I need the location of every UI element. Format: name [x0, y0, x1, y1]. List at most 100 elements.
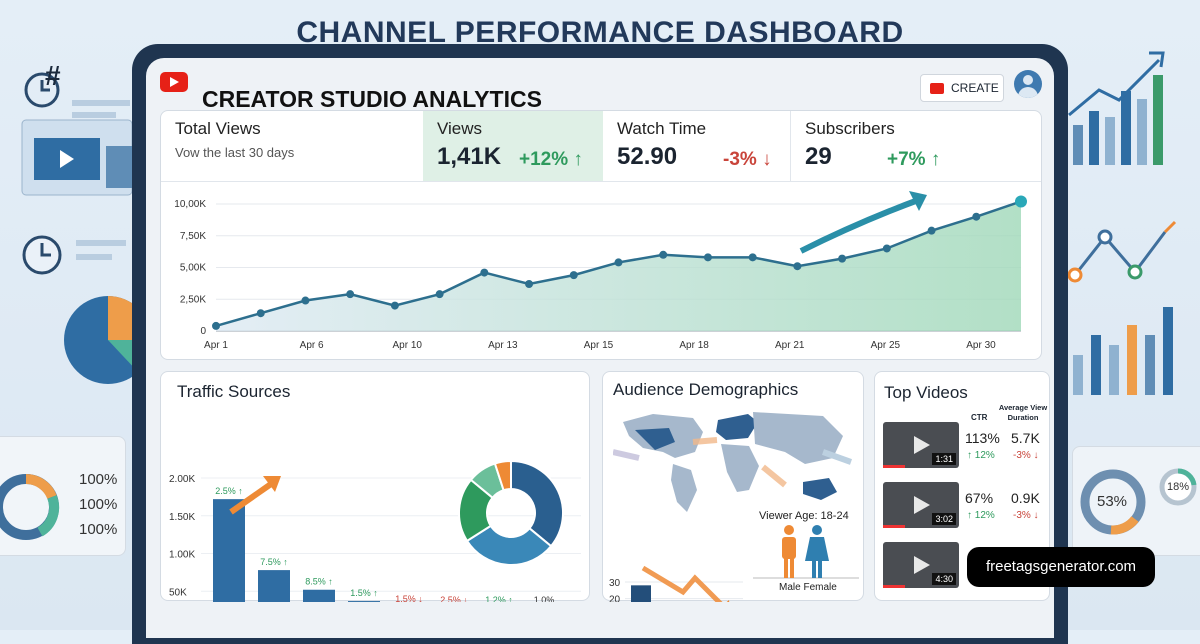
x-tick-label: Apr 18	[679, 340, 709, 351]
data-point	[793, 262, 802, 271]
y-tick-label: 1.50K	[169, 512, 195, 523]
kpi-views[interactable]: Views 1,41K +12% ↑	[423, 111, 603, 181]
donut-icon	[0, 474, 60, 540]
ctr-header: CTR	[971, 413, 988, 422]
y-tick-label: 1.00K	[169, 550, 195, 561]
data-label: 1.5% ↑	[350, 588, 378, 598]
donut-slice	[465, 524, 553, 566]
donut-value: 100%	[79, 521, 118, 538]
traffic-sources-panel: Traffic Sources 050K1.00K1.50K2.00K2.5% …	[160, 371, 590, 602]
kpi-change: -3% ↓	[723, 149, 772, 170]
data-point	[480, 268, 489, 277]
female-icon	[805, 525, 829, 578]
data-point	[390, 301, 399, 310]
gender-chart	[753, 525, 859, 579]
arrow-head	[909, 191, 927, 211]
user-icon	[1023, 75, 1033, 85]
y-tick-label: 30	[609, 578, 621, 589]
data-point	[435, 290, 444, 299]
video-duration: 3:02	[932, 513, 956, 525]
avatar[interactable]	[1014, 70, 1042, 98]
kpi-value: 1,41K	[437, 143, 502, 170]
y-tick-label: 7,50K	[180, 231, 206, 242]
data-point	[1015, 195, 1027, 208]
bar	[303, 589, 335, 602]
create-label: CREATE	[951, 81, 999, 95]
bar	[348, 601, 380, 602]
male-label: Male	[779, 582, 801, 593]
y-tick-label: 5,00K	[180, 263, 206, 274]
x-tick-label: Apr 13	[488, 340, 518, 351]
donut-icon	[1080, 468, 1197, 535]
summary-title: Total Views	[175, 119, 261, 138]
y-tick-label: 0	[200, 326, 206, 337]
y-tick-label: 20	[609, 595, 621, 602]
data-label: 1.0%	[534, 595, 555, 602]
avd-header: Average View Duration	[998, 403, 1048, 422]
watermark: freetagsgenerator.com	[967, 547, 1155, 587]
video-ctr: 113%	[965, 430, 1000, 446]
data-point	[703, 253, 712, 262]
y-tick-label: 2,50K	[180, 294, 206, 305]
x-tick-label: Apr 6	[300, 340, 324, 351]
left-donut-card: 100% 100% 100%	[0, 436, 126, 556]
data-point	[301, 296, 310, 305]
data-point	[346, 290, 355, 299]
kpi-value: 52.90	[617, 143, 678, 170]
panel-title: Traffic Sources	[177, 382, 291, 401]
trend-arrow-icon	[799, 196, 923, 254]
y-tick-label: 2.00K	[169, 474, 195, 485]
kpi-subscribers[interactable]: Subscribers 29 +7% ↑	[791, 111, 1043, 181]
x-tick-label: Apr 1	[204, 340, 228, 351]
data-point	[882, 244, 891, 253]
data-point	[972, 212, 981, 221]
female-label: Female	[803, 582, 837, 593]
viewer-age-label: Viewer Age: 18-24	[759, 510, 849, 522]
donut-main-value: 53%	[1097, 493, 1128, 510]
kpi-change: +12% ↑	[519, 149, 583, 170]
data-point	[927, 226, 936, 235]
donut-value: 100%	[79, 471, 118, 488]
video-ctr-change: ↑ 12%	[967, 450, 995, 461]
summary-subtitle: Vow the last 30 days	[175, 145, 295, 160]
data-point	[838, 254, 847, 263]
arrow-head	[263, 476, 281, 492]
data-label: 7.5% ↑	[260, 557, 288, 567]
views-overview-panel: Total Views Vow the last 30 days Views 1…	[160, 110, 1042, 360]
data-label: 8.5% ↑	[305, 577, 333, 587]
donut-slice	[493, 459, 512, 492]
data-point	[748, 253, 757, 262]
clock-icon	[24, 72, 60, 108]
create-button[interactable]: CREATE	[920, 74, 1004, 102]
right-donut-card: 53% 18%	[1072, 446, 1200, 556]
panel-title: Audience Demographics	[613, 380, 799, 399]
x-tick-label: Apr 21	[775, 340, 805, 351]
data-point	[525, 280, 534, 289]
data-label: 1.5% ↓	[395, 594, 423, 602]
video-avd-change: -3% ↓	[1013, 450, 1039, 461]
arrow-head	[726, 600, 730, 602]
kpi-watch-time[interactable]: Watch Time 52.90 -3% ↓	[603, 111, 791, 181]
video-avd: 0.9K	[1011, 490, 1040, 506]
left-decoration: #	[21, 60, 135, 384]
bar	[258, 570, 290, 602]
data-point	[569, 271, 578, 280]
data-label: 1.2% ↑	[485, 595, 513, 602]
page-title: CHANNEL PERFORMANCE DASHBOARD	[296, 16, 904, 49]
male-icon	[782, 525, 796, 578]
video-thumbnail[interactable]: 4:30	[883, 542, 959, 588]
audience-demographics-panel: Audience Demographics Viewer Age: 18-24 …	[602, 371, 864, 602]
bar	[631, 585, 651, 602]
dashboard-screen: CREATOR STUDIO ANALYTICS CREATE Total Vi…	[146, 58, 1054, 638]
data-point	[256, 309, 265, 318]
video-avd: 5.7K	[1011, 430, 1040, 446]
kpi-label: Views	[437, 119, 483, 138]
y-tick-label: 10,00K	[174, 199, 206, 210]
video-thumbnail[interactable]: 1:31	[883, 422, 959, 468]
video-thumbnail[interactable]: 3:02	[883, 482, 959, 528]
data-point	[614, 258, 623, 267]
data-point	[212, 321, 220, 330]
youtube-logo-icon	[160, 72, 188, 92]
clock-icon	[22, 235, 62, 275]
